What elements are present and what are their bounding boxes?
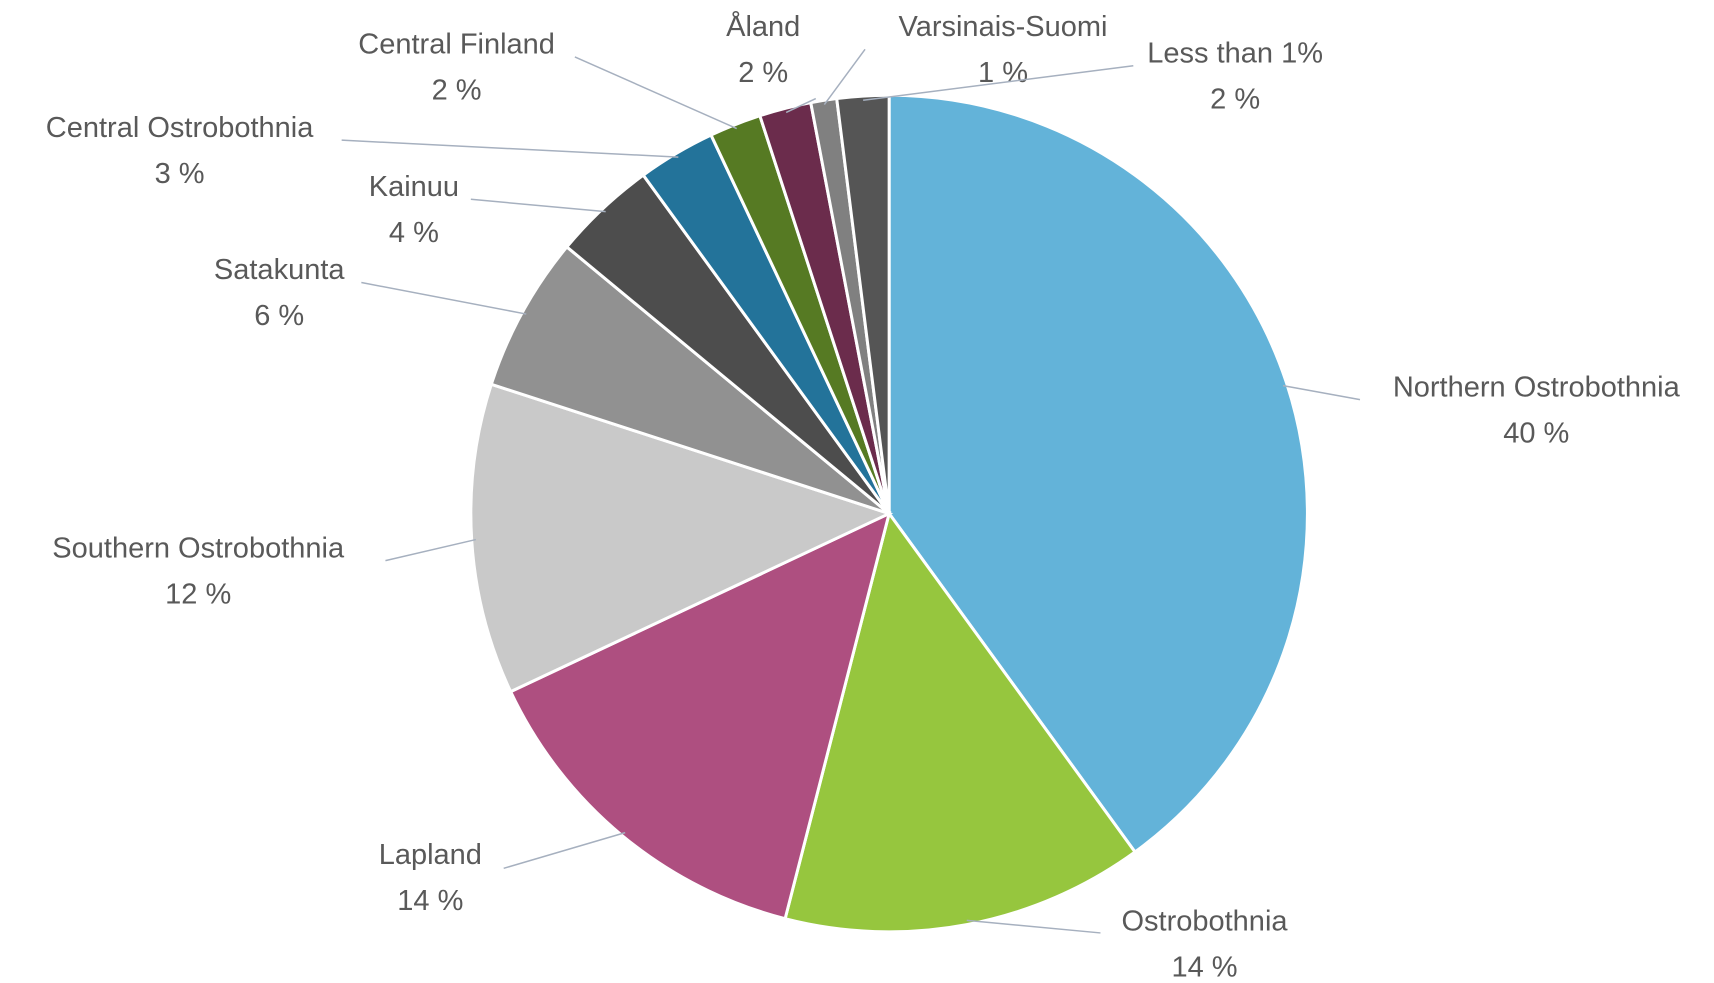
- category-label: Northern Ostrobothnia: [1393, 371, 1681, 403]
- leader-line: [470, 198, 606, 213]
- value-label: 14 %: [397, 885, 463, 917]
- value-label: 14 %: [1171, 952, 1237, 983]
- pie-slice: [489, 244, 891, 515]
- pie-slice: [508, 510, 892, 921]
- leader-line: [863, 64, 1134, 102]
- category-label: Satakunta: [214, 254, 345, 286]
- category-label: Kainuu: [369, 171, 459, 203]
- category-label: Åland: [726, 10, 800, 43]
- category-label: Less than 1%: [1147, 37, 1323, 69]
- category-label: Southern Ostrobothnia: [52, 532, 345, 564]
- pie-slice: [835, 93, 891, 514]
- category-label: Ostrobothnia: [1121, 906, 1288, 938]
- leader-line: [785, 97, 817, 114]
- leader-line: [385, 538, 477, 562]
- value-label: 3 %: [155, 158, 205, 190]
- leader-line: [341, 139, 679, 158]
- pie-slice: [783, 510, 1138, 934]
- value-label: 40 %: [1503, 417, 1569, 449]
- category-label: Central Finland: [358, 29, 555, 61]
- category-label: Lapland: [379, 839, 482, 871]
- leader-line: [503, 831, 626, 870]
- value-label: 2 %: [1210, 83, 1260, 115]
- value-label: 2 %: [738, 57, 788, 89]
- category-label: Varsinais-Suomi: [899, 11, 1108, 43]
- value-label: 2 %: [432, 75, 482, 107]
- category-label: Central Ostrobothnia: [46, 112, 314, 144]
- leader-line: [823, 48, 866, 105]
- value-label: 4 %: [389, 217, 439, 249]
- value-label: 6 %: [254, 300, 304, 332]
- leader-line: [361, 281, 527, 315]
- pie-slice: [887, 93, 1309, 855]
- leader-line: [574, 56, 738, 130]
- value-label: 12 %: [165, 578, 231, 610]
- leader-line: [966, 919, 1101, 934]
- leader-line: [1282, 384, 1361, 401]
